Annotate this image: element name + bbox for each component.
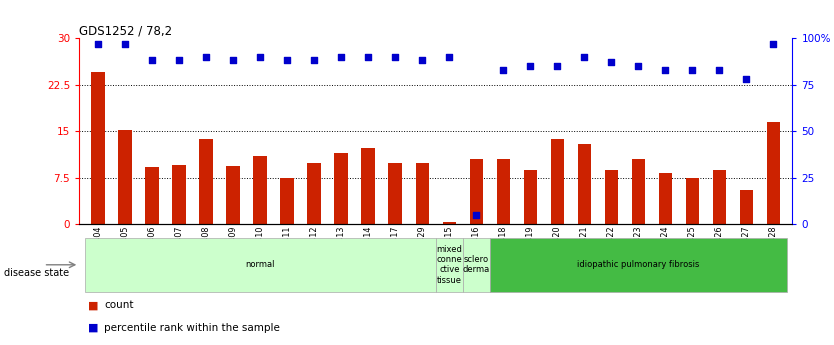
Bar — [470, 159, 483, 224]
Point — [470, 212, 483, 218]
Point — [524, 63, 537, 69]
Bar — [550, 139, 564, 224]
Bar — [334, 153, 348, 224]
Text: mixed
conne
ctive
tissue: mixed conne ctive tissue — [436, 245, 462, 285]
Bar — [578, 144, 591, 224]
Bar — [740, 190, 753, 224]
Bar — [766, 122, 780, 224]
Bar — [605, 170, 618, 224]
Text: ■: ■ — [88, 323, 98, 333]
Bar — [227, 167, 240, 224]
Bar — [389, 164, 402, 224]
Bar — [524, 170, 537, 224]
Point — [145, 58, 158, 63]
Point — [713, 67, 726, 72]
Text: count: count — [104, 300, 133, 310]
Bar — [490, 238, 787, 292]
Point — [659, 67, 672, 72]
Bar — [84, 238, 435, 292]
Bar — [280, 178, 294, 224]
Bar — [463, 238, 490, 292]
Point — [254, 54, 267, 59]
Bar — [145, 167, 159, 224]
Bar — [361, 148, 375, 224]
Point — [227, 58, 240, 63]
Point — [740, 76, 753, 82]
Point — [92, 41, 105, 46]
Point — [605, 59, 618, 65]
Text: idiopathic pulmonary fibrosis: idiopathic pulmonary fibrosis — [577, 260, 700, 269]
Bar — [686, 178, 699, 224]
Point — [550, 63, 564, 69]
Point — [766, 41, 780, 46]
Point — [199, 54, 213, 59]
Text: percentile rank within the sample: percentile rank within the sample — [104, 323, 280, 333]
Bar — [659, 173, 672, 224]
Bar — [173, 165, 186, 224]
Bar — [199, 139, 213, 224]
Point — [389, 54, 402, 59]
Point — [496, 67, 510, 72]
Bar — [435, 238, 463, 292]
Point — [308, 58, 321, 63]
Bar — [254, 156, 267, 224]
Text: normal: normal — [245, 260, 275, 269]
Bar — [415, 164, 429, 224]
Text: ■: ■ — [88, 300, 98, 310]
Bar — [631, 159, 645, 224]
Point — [578, 54, 591, 59]
Bar — [712, 170, 726, 224]
Point — [118, 41, 132, 46]
Bar — [443, 223, 456, 224]
Point — [686, 67, 699, 72]
Text: GDS1252 / 78,2: GDS1252 / 78,2 — [79, 25, 173, 38]
Point — [362, 54, 375, 59]
Bar — [92, 72, 105, 224]
Point — [173, 58, 186, 63]
Bar — [496, 159, 510, 224]
Text: sclero
derma: sclero derma — [463, 255, 490, 275]
Text: disease state: disease state — [4, 268, 69, 277]
Point — [415, 58, 429, 63]
Point — [631, 63, 645, 69]
Point — [443, 54, 456, 59]
Bar — [118, 130, 132, 224]
Point — [280, 58, 294, 63]
Point — [334, 54, 348, 59]
Bar — [308, 164, 321, 224]
